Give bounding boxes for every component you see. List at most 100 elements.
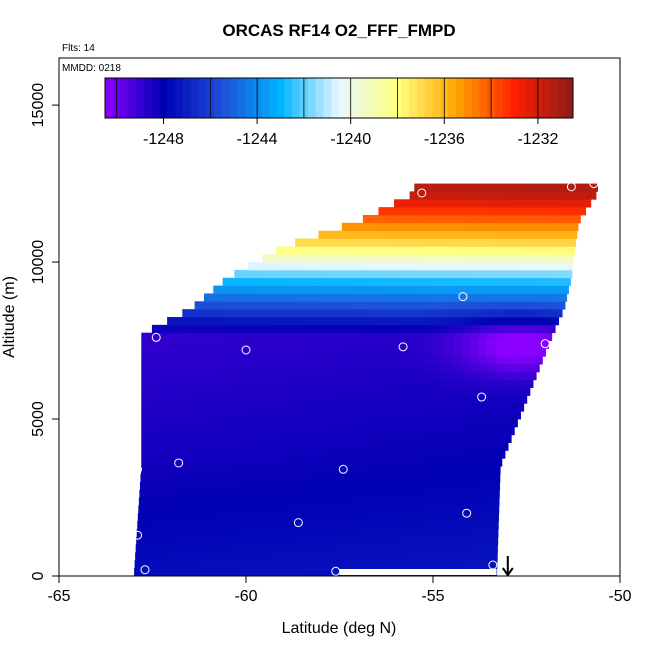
heatmap-cell — [346, 426, 356, 436]
heatmap-cell — [139, 481, 149, 491]
heatmap-cell — [248, 403, 257, 412]
heatmap-cell — [360, 293, 369, 302]
heatmap-cell — [389, 560, 399, 569]
heatmap-cell — [379, 371, 389, 381]
heatmap-cell — [368, 293, 378, 302]
heatmap-cell — [234, 544, 244, 553]
heatmap-cell — [289, 379, 299, 389]
heatmap-cell — [344, 497, 354, 506]
heatmap-cell — [338, 458, 348, 467]
heatmap-cell — [496, 317, 505, 326]
heatmap-cell — [469, 277, 479, 287]
heatmap-cell — [222, 481, 231, 491]
heatmap-cell — [511, 426, 515, 436]
heatmap-cell — [314, 387, 323, 396]
heatmap-cell — [207, 442, 216, 451]
heatmap-cell — [519, 340, 529, 349]
heatmap-cell — [149, 442, 159, 451]
heatmap-cell — [336, 254, 346, 263]
heatmap-cell — [445, 419, 455, 428]
heatmap-cell — [225, 552, 235, 561]
heatmap-cell — [357, 552, 366, 561]
heatmap-cell — [371, 364, 381, 373]
heatmap-cell — [157, 379, 167, 389]
heatmap-cell — [426, 254, 436, 263]
heatmap-cell — [350, 246, 360, 255]
heatmap-cell — [295, 254, 304, 263]
heatmap-cell — [559, 277, 569, 287]
heatmap-cell — [409, 513, 418, 522]
heatmap-cell — [314, 340, 323, 349]
heatmap-cell — [363, 356, 373, 365]
colorbar: -1248 -1244 -1240 -1236 -1232 — [104, 77, 574, 148]
heatmap-cell — [231, 340, 241, 349]
heatmap-cell — [330, 348, 340, 357]
heatmap-cell — [510, 207, 519, 216]
heatmap-cell — [338, 371, 348, 381]
heatmap-cell — [415, 544, 425, 553]
heatmap-cell — [198, 387, 208, 396]
heatmap-cell — [438, 317, 448, 326]
heatmap-cell — [256, 450, 266, 459]
heatmap-cell — [507, 230, 517, 239]
heatmap-cell — [217, 324, 227, 334]
heatmap-cell — [432, 536, 442, 546]
heatmap-cell — [297, 332, 307, 341]
heatmap-cell — [420, 277, 429, 287]
heatmap-cell — [536, 364, 540, 373]
heatmap-cell — [425, 513, 435, 522]
heatmap-cell — [240, 434, 249, 443]
sample-point — [458, 292, 468, 302]
heatmap-cell — [437, 364, 447, 373]
heatmap-cell — [495, 411, 504, 420]
heatmap-cell — [396, 466, 405, 475]
heatmap-cell — [421, 426, 430, 436]
heatmap-cell — [289, 426, 299, 436]
heatmap-cell — [412, 387, 422, 396]
heatmap-cell — [186, 528, 195, 538]
heatmap-cell — [451, 505, 460, 514]
heatmap-cell — [227, 301, 237, 310]
heatmap-cell — [213, 489, 223, 498]
heatmap-cell — [319, 254, 329, 263]
heatmap-cell — [466, 230, 476, 239]
heatmap-cell — [503, 411, 512, 420]
heatmap-cell — [379, 340, 389, 349]
heatmap-cell — [494, 277, 503, 287]
heatmap-cell — [426, 238, 436, 247]
heatmap-cell — [141, 442, 150, 451]
heatmap-cell — [525, 199, 535, 208]
heatmap-cell — [223, 371, 233, 381]
heatmap-cell — [461, 473, 470, 483]
heatmap-cell — [511, 403, 521, 412]
heatmap-cell — [250, 552, 259, 561]
heatmap-cell — [212, 293, 221, 302]
heatmap-cell — [332, 560, 341, 569]
heatmap-cell — [355, 395, 364, 404]
heatmap-cell — [240, 426, 249, 436]
heatmap-cell — [157, 356, 167, 365]
heatmap-cell — [569, 262, 574, 271]
heatmap-cell — [401, 513, 410, 522]
heatmap-cell — [215, 387, 224, 396]
heatmap-cell — [494, 473, 501, 483]
heatmap-cell — [445, 356, 455, 365]
heatmap-cell — [232, 317, 242, 326]
heatmap-cell — [411, 207, 420, 216]
heatmap-cell — [406, 552, 416, 561]
heatmap-cell — [379, 466, 389, 475]
heatmap-cell — [272, 387, 282, 396]
heatmap-cell — [215, 395, 224, 404]
y-tick-label: 10000 — [30, 240, 47, 285]
heatmap-cell — [207, 356, 216, 365]
heatmap-cell — [264, 371, 274, 381]
heatmap-cell — [473, 246, 483, 255]
heatmap-cell — [486, 442, 496, 451]
heatmap-cell — [269, 513, 279, 522]
heatmap-cell — [312, 285, 321, 294]
heatmap-cell — [300, 536, 310, 546]
heatmap-cell — [251, 536, 261, 546]
heatmap-cell — [527, 379, 534, 389]
heatmap-cell — [533, 254, 543, 263]
heatmap-cell — [452, 489, 461, 498]
